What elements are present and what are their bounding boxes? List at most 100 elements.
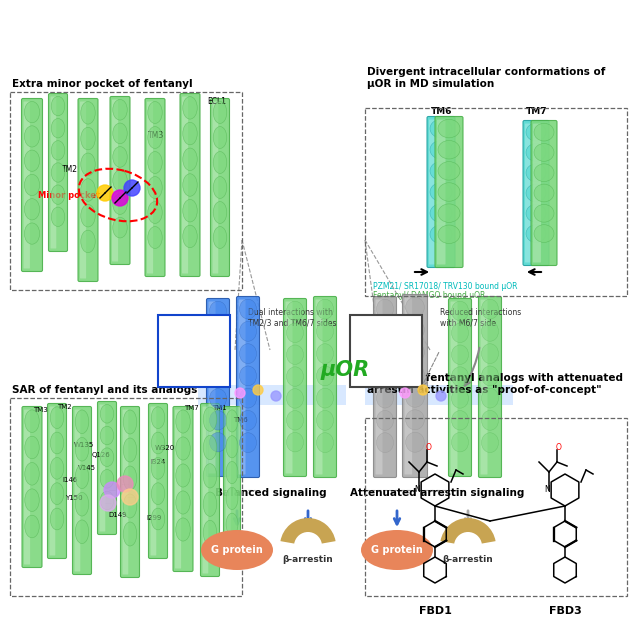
Ellipse shape <box>287 388 303 408</box>
Text: O: O <box>556 444 562 452</box>
Ellipse shape <box>406 387 424 407</box>
Ellipse shape <box>534 124 554 141</box>
FancyBboxPatch shape <box>80 102 86 278</box>
Text: Divergent intracellular conformations of
μOR in MD simulation: Divergent intracellular conformations of… <box>367 67 605 89</box>
Ellipse shape <box>209 323 227 342</box>
Ellipse shape <box>201 530 273 570</box>
Ellipse shape <box>50 508 64 530</box>
Ellipse shape <box>50 483 64 504</box>
Ellipse shape <box>406 320 424 340</box>
Ellipse shape <box>287 345 303 364</box>
Circle shape <box>97 185 113 201</box>
Wedge shape <box>440 518 495 543</box>
Ellipse shape <box>438 204 460 222</box>
Text: Designed fentanyl analogs with attenuated
arrestin activities as "proof-of-conce: Designed fentanyl analogs with attenuate… <box>367 373 623 395</box>
Ellipse shape <box>25 436 39 459</box>
Circle shape <box>400 388 410 398</box>
Bar <box>365 385 513 405</box>
Ellipse shape <box>113 147 127 167</box>
Ellipse shape <box>25 463 39 485</box>
Ellipse shape <box>81 230 95 253</box>
FancyBboxPatch shape <box>24 410 30 564</box>
Ellipse shape <box>76 438 89 461</box>
Wedge shape <box>280 518 335 543</box>
Text: μOR: μOR <box>321 360 370 380</box>
Ellipse shape <box>451 345 468 364</box>
FancyBboxPatch shape <box>523 120 549 266</box>
Ellipse shape <box>76 520 89 543</box>
Ellipse shape <box>534 143 554 161</box>
Ellipse shape <box>376 366 394 386</box>
Ellipse shape <box>287 301 303 321</box>
FancyBboxPatch shape <box>481 300 488 474</box>
Ellipse shape <box>481 321 499 341</box>
FancyBboxPatch shape <box>207 298 230 477</box>
Circle shape <box>117 476 133 492</box>
Bar <box>158 315 230 387</box>
Circle shape <box>253 385 263 395</box>
Ellipse shape <box>376 344 394 364</box>
Ellipse shape <box>151 483 165 504</box>
Ellipse shape <box>526 184 546 202</box>
Bar <box>365 108 627 296</box>
Ellipse shape <box>24 198 40 220</box>
Circle shape <box>436 391 446 401</box>
FancyBboxPatch shape <box>212 102 218 273</box>
FancyBboxPatch shape <box>533 124 541 262</box>
FancyBboxPatch shape <box>150 406 156 556</box>
FancyBboxPatch shape <box>427 116 455 268</box>
Ellipse shape <box>534 204 554 222</box>
FancyBboxPatch shape <box>182 97 188 273</box>
Ellipse shape <box>406 297 424 317</box>
Ellipse shape <box>361 530 433 570</box>
Text: β-arrestin: β-arrestin <box>283 556 333 564</box>
Ellipse shape <box>123 494 137 518</box>
Ellipse shape <box>113 218 127 238</box>
Ellipse shape <box>151 458 165 479</box>
Ellipse shape <box>430 162 452 180</box>
Ellipse shape <box>81 102 95 124</box>
Ellipse shape <box>481 366 499 386</box>
Ellipse shape <box>438 140 460 159</box>
FancyBboxPatch shape <box>525 124 533 262</box>
Text: Attenuated arrestin signaling: Attenuated arrestin signaling <box>350 488 524 498</box>
Ellipse shape <box>204 520 217 545</box>
Ellipse shape <box>526 225 546 243</box>
Ellipse shape <box>176 464 190 487</box>
Ellipse shape <box>526 143 546 161</box>
Ellipse shape <box>406 432 424 452</box>
Text: FBD3: FBD3 <box>548 606 581 616</box>
FancyBboxPatch shape <box>376 300 383 474</box>
FancyBboxPatch shape <box>211 99 230 276</box>
Ellipse shape <box>239 433 257 452</box>
FancyBboxPatch shape <box>24 102 30 269</box>
Bar <box>10 398 242 596</box>
Ellipse shape <box>213 127 227 148</box>
FancyBboxPatch shape <box>225 410 230 561</box>
Ellipse shape <box>25 489 39 511</box>
Ellipse shape <box>24 150 40 172</box>
Ellipse shape <box>123 410 137 434</box>
Ellipse shape <box>317 366 333 386</box>
Ellipse shape <box>183 148 197 170</box>
Ellipse shape <box>81 179 95 201</box>
Text: Q126: Q126 <box>92 452 111 458</box>
Ellipse shape <box>438 119 460 138</box>
Ellipse shape <box>430 119 452 138</box>
Ellipse shape <box>239 388 257 408</box>
Ellipse shape <box>123 466 137 490</box>
Ellipse shape <box>376 300 394 319</box>
FancyBboxPatch shape <box>237 296 259 477</box>
Ellipse shape <box>209 301 227 321</box>
FancyBboxPatch shape <box>74 410 80 572</box>
Ellipse shape <box>317 388 333 408</box>
Ellipse shape <box>481 344 499 364</box>
Ellipse shape <box>51 118 65 138</box>
FancyBboxPatch shape <box>97 401 116 534</box>
Ellipse shape <box>151 432 165 454</box>
FancyBboxPatch shape <box>404 298 412 474</box>
Text: TM2: TM2 <box>62 166 78 175</box>
FancyBboxPatch shape <box>202 406 208 573</box>
FancyBboxPatch shape <box>449 298 472 477</box>
Ellipse shape <box>451 301 468 321</box>
